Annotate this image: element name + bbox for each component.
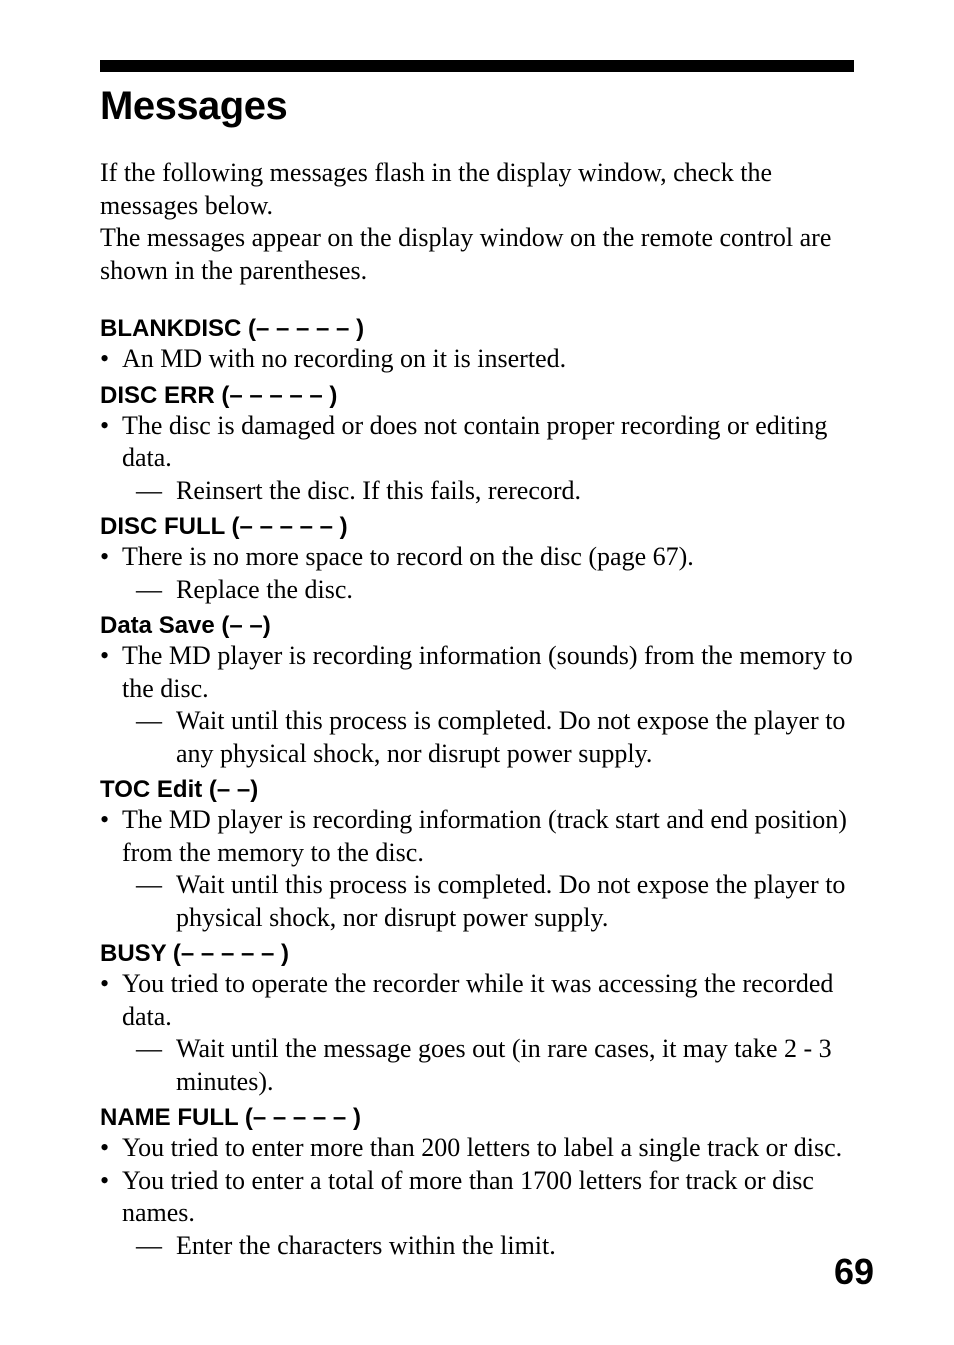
bullet-item: •You tried to enter a total of more than… [100,1165,854,1230]
bullet-text: You tried to enter more than 200 letters… [122,1132,854,1165]
bullet-text: An MD with no recording on it is inserte… [122,343,854,376]
dash-icon: — [136,475,176,508]
message-title: BLANKDISC (– – – – – ) [100,315,854,343]
bullet-text: There is no more space to record on the … [122,541,854,574]
message-title: DISC FULL (– – – – – ) [100,513,854,541]
dash-item: —Wait until this process is completed. D… [100,705,854,770]
bullet-text: You tried to enter a total of more than … [122,1165,854,1230]
bullet-dot-icon: • [100,1132,122,1165]
dash-icon: — [136,869,176,934]
dash-text: Wait until this process is completed. Do… [176,869,854,934]
dash-text: Replace the disc. [176,574,854,607]
bullet-dot-icon: • [100,804,122,869]
dash-text: Wait until this process is completed. Do… [176,705,854,770]
bullet-item: •You tried to enter more than 200 letter… [100,1132,854,1165]
page-number: 69 [834,1251,874,1293]
dash-icon: — [136,705,176,770]
bullet-dot-icon: • [100,343,122,376]
dash-icon: — [136,574,176,607]
message-title: DISC ERR (– – – – – ) [100,382,854,410]
bullet-item: •The MD player is recording information … [100,640,854,705]
page-title: Messages [100,84,854,129]
dash-item: —Wait until the message goes out (in rar… [100,1033,854,1098]
dash-icon: — [136,1230,176,1263]
dash-icon: — [136,1033,176,1098]
bullet-dot-icon: • [100,1165,122,1230]
bullet-text: The MD player is recording information (… [122,804,854,869]
bullet-item: •The disc is damaged or does not contain… [100,410,854,475]
messages-list: BLANKDISC (– – – – – )•An MD with no rec… [100,315,854,1262]
dash-text: Enter the characters within the limit. [176,1230,854,1263]
message-title: TOC Edit (– –) [100,776,854,804]
bullet-text: The MD player is recording information (… [122,640,854,705]
bullet-item: •There is no more space to record on the… [100,541,854,574]
dash-item: —Wait until this process is completed. D… [100,869,854,934]
top-rule [100,60,854,72]
bullet-item: •The MD player is recording information … [100,804,854,869]
bullet-dot-icon: • [100,541,122,574]
bullet-dot-icon: • [100,410,122,475]
bullet-text: The disc is damaged or does not contain … [122,410,854,475]
dash-text: Reinsert the disc. If this fails, rereco… [176,475,854,508]
dash-text: Wait until the message goes out (in rare… [176,1033,854,1098]
dash-item: —Replace the disc. [100,574,854,607]
message-title: BUSY (– – – – – ) [100,940,854,968]
bullet-item: •You tried to operate the recorder while… [100,968,854,1033]
message-title: Data Save (– –) [100,612,854,640]
message-title: NAME FULL (– – – – – ) [100,1104,854,1132]
bullet-item: •An MD with no recording on it is insert… [100,343,854,376]
intro-text: If the following messages flash in the d… [100,157,854,287]
bullet-dot-icon: • [100,968,122,1033]
dash-item: —Reinsert the disc. If this fails, rerec… [100,475,854,508]
dash-item: —Enter the characters within the limit. [100,1230,854,1263]
bullet-text: You tried to operate the recorder while … [122,968,854,1033]
bullet-dot-icon: • [100,640,122,705]
